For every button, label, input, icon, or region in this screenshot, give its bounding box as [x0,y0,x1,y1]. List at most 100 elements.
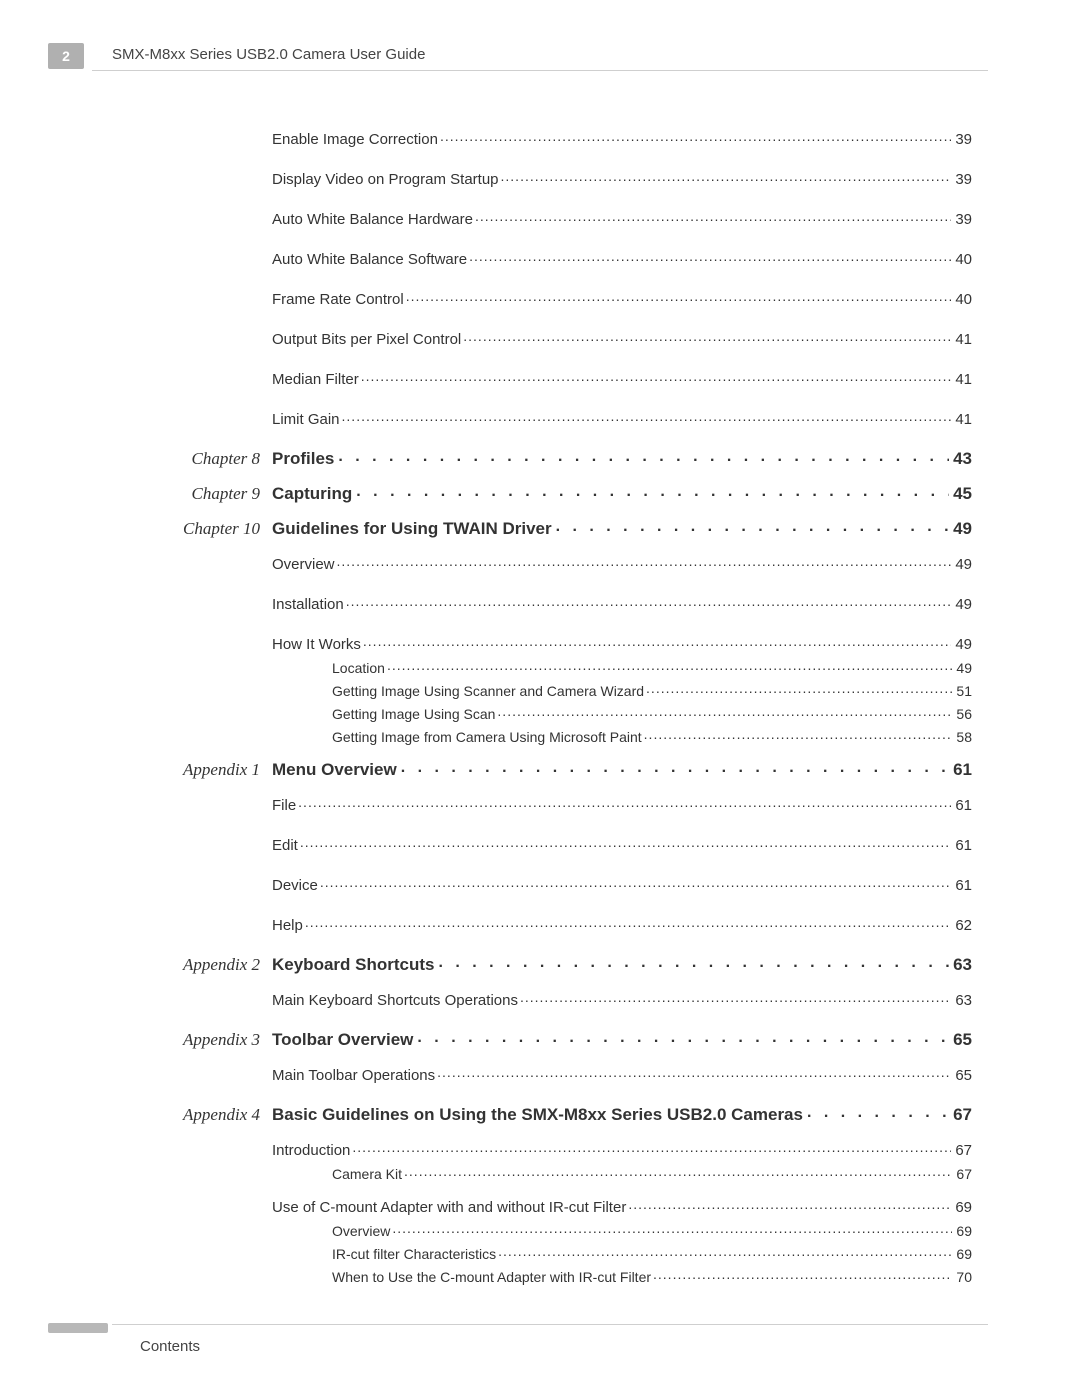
toc-page: 39 [951,131,972,148]
toc-subtitle: Location [332,660,385,676]
toc-title: File [272,797,296,814]
toc-row: Getting Image Using Scanner and Camera W… [152,680,972,699]
leader-dots [390,1220,952,1236]
toc-row: Installation 49 [152,593,972,613]
toc-title: Main Toolbar Operations [272,1067,435,1084]
leader-dots [385,657,952,673]
leader-dots [626,1196,951,1212]
toc-page: 39 [951,171,972,188]
toc-subtitle: Camera Kit [332,1166,402,1182]
toc-page: 65 [951,1067,972,1084]
toc-row: IR-cut filter Characteristics69 [152,1243,972,1262]
leader-dots [435,1064,951,1080]
toc-page: 70 [952,1269,972,1285]
toc-page: 65 [949,1030,972,1050]
toc-page: 63 [949,955,972,975]
leader-dots [296,794,951,810]
toc-title: Edit [272,837,298,854]
toc-title: Menu Overview [272,760,397,780]
leader-dots [303,914,951,930]
leader-dots [467,248,951,264]
toc-subtitle: When to Use the C-mount Adapter with IR-… [332,1269,651,1285]
toc-title: Main Keyboard Shortcuts Operations [272,992,518,1009]
toc-page: 61 [949,760,972,780]
toc-row: Device 61 [152,874,972,894]
toc-page: 41 [951,371,972,388]
leader-dots [461,328,951,344]
leader-dots [318,874,951,890]
toc-title: Limit Gain [272,411,340,428]
toc-row: Getting Image from Camera Using Microsof… [152,726,972,745]
toc-title: Output Bits per Pixel Control [272,331,461,348]
leader-dots [499,168,952,184]
toc-row: How It Works 49 [152,633,972,653]
toc-page: 61 [951,877,972,894]
footer-accent-bar [48,1323,108,1333]
toc-page: 63 [951,992,972,1009]
toc-row: Frame Rate Control 40 [152,288,972,308]
toc-title: Enable Image Correction [272,131,438,148]
toc-page: 67 [951,1142,972,1159]
toc-page: 49 [951,636,972,653]
toc-title: Use of C-mount Adapter with and without … [272,1199,626,1216]
toc-row: Overview 49 [152,553,972,573]
leader-dots [642,726,953,742]
toc-title: How It Works [272,636,361,653]
section-label: Chapter 9 [152,484,272,504]
toc-row: Appendix 2Keyboard Shortcuts 63 [152,954,972,975]
leader-dots [298,834,951,850]
toc-row: Appendix 4Basic Guidelines on Using the … [152,1104,972,1125]
toc-page: 61 [951,797,972,814]
toc-page: 69 [952,1223,972,1239]
toc-title: Device [272,877,318,894]
leader-dots [334,448,949,464]
toc-title: Basic Guidelines on Using the SMX-M8xx S… [272,1105,803,1125]
toc-subtitle: Getting Image from Camera Using Microsof… [332,729,642,745]
toc-title: Frame Rate Control [272,291,404,308]
toc-row: Main Toolbar Operations 65 [152,1064,972,1084]
toc-row: Edit 61 [152,834,972,854]
toc-title: Capturing [272,484,352,504]
toc-page: 41 [951,331,972,348]
toc-title: Auto White Balance Hardware [272,211,473,228]
toc-page: 40 [951,291,972,308]
toc-page: 49 [951,596,972,613]
toc-row: Help 62 [152,914,972,934]
toc-page: 62 [951,917,972,934]
section-label: Appendix 1 [152,760,272,780]
toc-subtitle: Getting Image Using Scan [332,706,495,722]
toc-row: Auto White Balance Hardware 39 [152,208,972,228]
toc-row: Camera Kit67 [152,1163,972,1182]
toc-row: Display Video on Program Startup 39 [152,168,972,188]
toc-title: Profiles [272,449,334,469]
toc-title: Introduction [272,1142,350,1159]
toc-row: Chapter 10Guidelines for Using TWAIN Dri… [152,518,972,539]
leader-dots [335,553,952,569]
section-label: Appendix 3 [152,1030,272,1050]
footer-label: Contents [140,1338,200,1355]
leader-dots [361,633,951,649]
toc-row: Getting Image Using Scan56 [152,703,972,722]
toc-title: Help [272,917,303,934]
toc-page: 49 [949,519,972,539]
page-number-badge: 2 [48,43,84,69]
toc-page: 49 [952,660,972,676]
toc-row: When to Use the C-mount Adapter with IR-… [152,1266,972,1285]
section-label: Chapter 8 [152,449,272,469]
toc-row: Enable Image Correction 39 [152,128,972,148]
toc-row: Overview69 [152,1220,972,1239]
toc-page: 51 [952,683,972,699]
toc-row: Use of C-mount Adapter with and without … [152,1196,972,1216]
toc-row: Location 49 [152,657,972,676]
toc-row: Limit Gain 41 [152,408,972,428]
leader-dots [495,703,952,719]
toc-row: Median Filter 41 [152,368,972,388]
leader-dots [651,1266,952,1282]
section-label: Appendix 4 [152,1105,272,1125]
toc-title: Overview [272,556,335,573]
footer-rule [112,1324,988,1325]
toc-row: Appendix 1Menu Overview 61 [152,759,972,780]
toc-title: Display Video on Program Startup [272,171,499,188]
leader-dots [644,680,952,696]
toc-row: Chapter 9Capturing 45 [152,483,972,504]
